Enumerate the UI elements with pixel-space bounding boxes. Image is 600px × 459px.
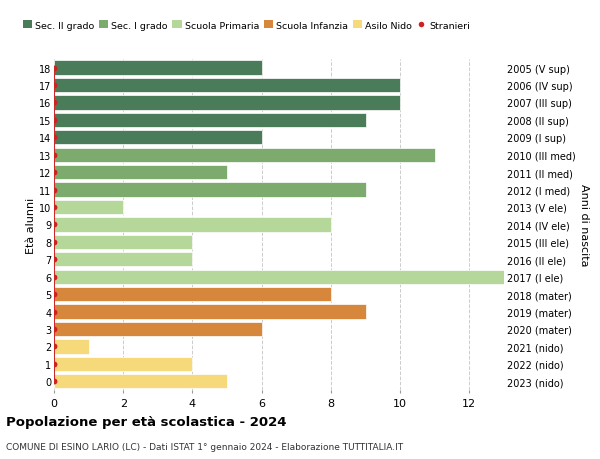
Point <box>49 65 59 72</box>
Point <box>49 134 59 142</box>
Point <box>49 325 59 333</box>
Bar <box>54 166 227 180</box>
Bar <box>54 270 504 284</box>
Bar <box>54 201 123 215</box>
Bar <box>54 235 193 249</box>
Text: COMUNE DI ESINO LARIO (LC) - Dati ISTAT 1° gennaio 2024 - Elaborazione TUTTITALI: COMUNE DI ESINO LARIO (LC) - Dati ISTAT … <box>6 442 403 451</box>
Point <box>49 360 59 368</box>
Bar <box>54 287 331 302</box>
Point <box>49 204 59 211</box>
Point <box>49 291 59 298</box>
Bar <box>54 96 400 110</box>
Bar <box>54 148 435 162</box>
Bar <box>54 61 262 75</box>
Y-axis label: Età alunni: Età alunni <box>26 197 36 253</box>
Point <box>49 186 59 194</box>
Bar <box>54 252 193 267</box>
Point <box>49 82 59 90</box>
Bar <box>54 375 227 389</box>
Legend: Sec. II grado, Sec. I grado, Scuola Primaria, Scuola Infanzia, Asilo Nido, Stran: Sec. II grado, Sec. I grado, Scuola Prim… <box>23 22 470 31</box>
Point <box>49 343 59 350</box>
Point <box>49 256 59 263</box>
Text: Popolazione per età scolastica - 2024: Popolazione per età scolastica - 2024 <box>6 415 287 428</box>
Bar <box>54 131 262 145</box>
Point <box>49 169 59 176</box>
Point <box>49 239 59 246</box>
Point <box>49 308 59 315</box>
Point <box>49 274 59 281</box>
Point <box>49 100 59 107</box>
Bar <box>54 183 365 197</box>
Bar <box>54 322 262 336</box>
Point <box>49 117 59 124</box>
Bar <box>54 78 400 93</box>
Point <box>49 221 59 229</box>
Bar <box>54 305 365 319</box>
Bar <box>54 340 89 354</box>
Point <box>49 151 59 159</box>
Bar <box>54 113 365 128</box>
Bar <box>54 357 193 371</box>
Point <box>49 378 59 385</box>
Y-axis label: Anni di nascita: Anni di nascita <box>580 184 589 266</box>
Bar <box>54 218 331 232</box>
